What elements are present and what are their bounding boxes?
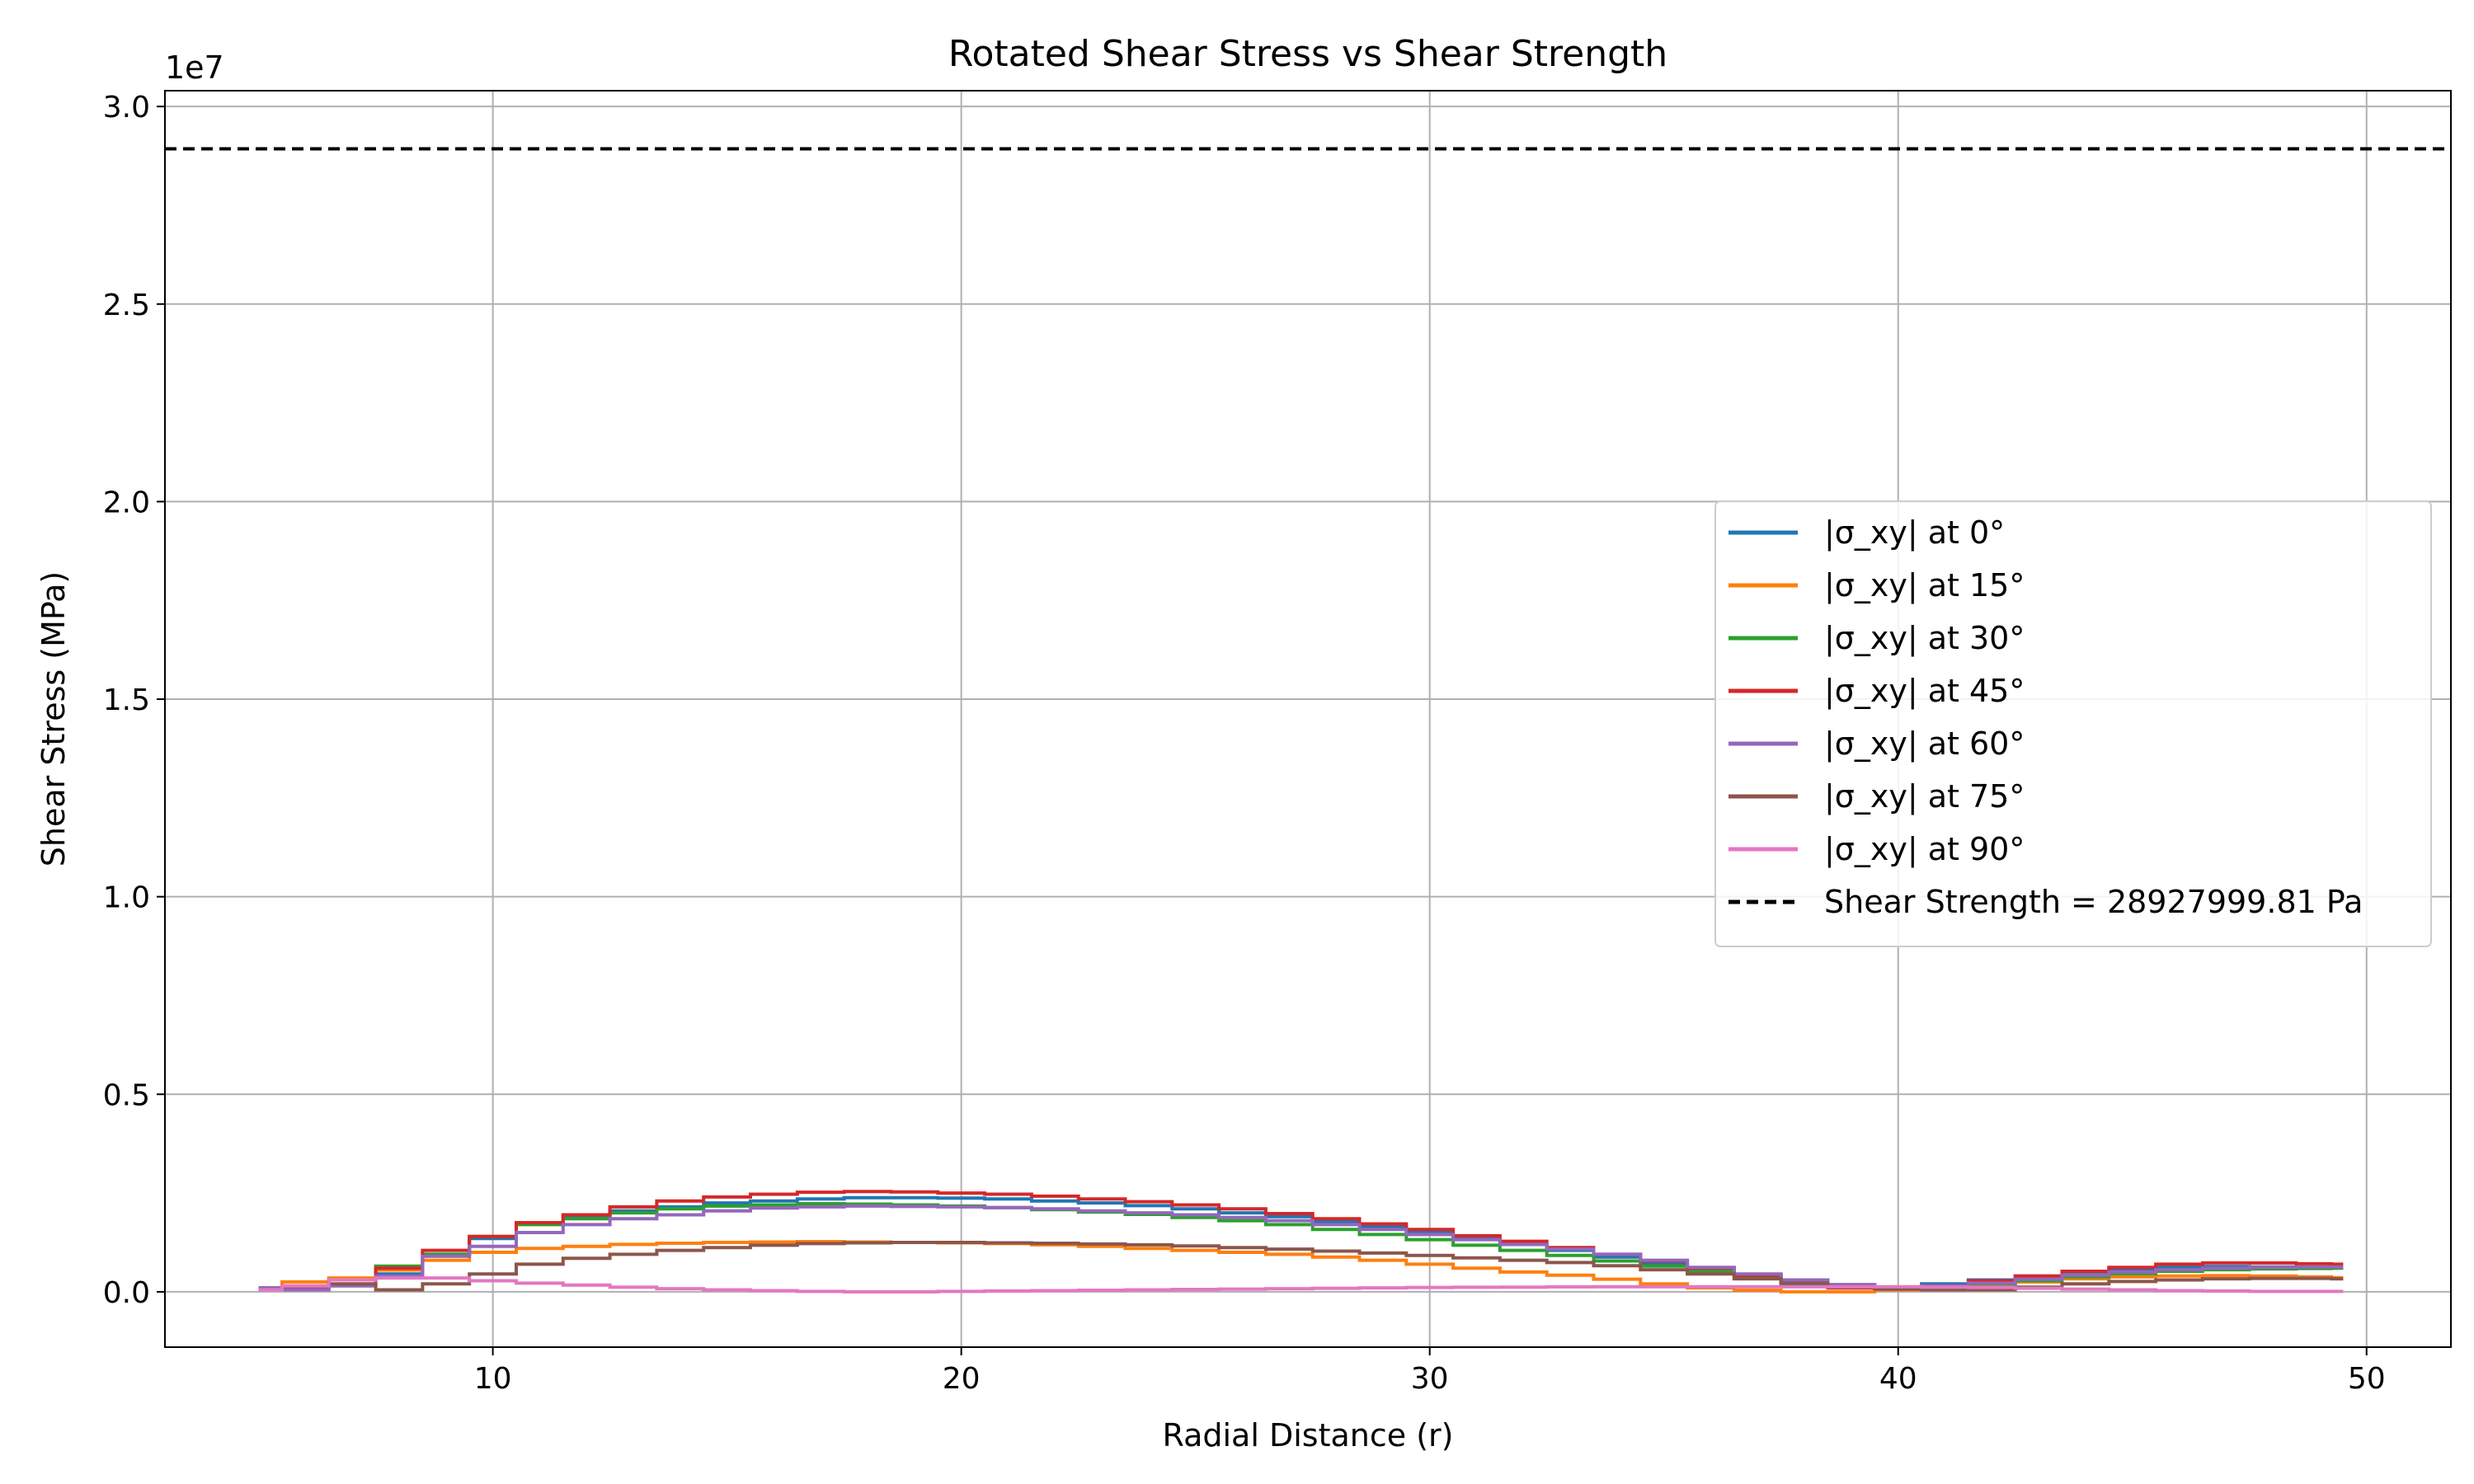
legend-label: |σ_xy| at 15° [1824,567,2025,604]
x-axis-label: Radial Distance (r) [1163,1417,1454,1453]
legend-label: |σ_xy| at 30° [1824,620,2025,657]
y-offset-label: 1e7 [165,49,224,86]
legend-label: |σ_xy| at 45° [1824,673,2025,710]
x-tick-label: 30 [1411,1362,1449,1396]
series-line-3 [258,1190,2344,1291]
y-tick-label: 1.5 [103,683,150,717]
legend-label: Shear Strength = 28927999.81 Pa [1824,884,2363,920]
legend: |σ_xy| at 0° |σ_xy| at 15° |σ_xy| at 30° |σ… [1714,500,2432,947]
y-axis-label: Shear Stress (MPa) [35,571,72,866]
x-tick-label: 40 [1879,1362,1917,1396]
legend-label: |σ_xy| at 90° [1824,831,2025,868]
series-lines [165,147,2451,1294]
plot-frame [164,90,2452,1348]
y-tick-label: 0.0 [103,1276,150,1310]
legend-box [1714,500,2432,947]
chart-title: Rotated Shear Stress vs Shear Strength [948,33,1667,75]
series-line-4 [258,1204,2344,1292]
y-tick-label: 3.0 [103,91,150,124]
y-tick-label: 0.5 [103,1078,150,1112]
y-tick-label: 1.0 [103,881,150,915]
x-tick-label: 20 [943,1362,981,1396]
y-axis-ticks: 0.0 0.5 1.0 1.5 2.0 2.5 3.0 [103,91,165,1310]
y-tick-label: 2.5 [103,289,150,322]
legend-label: |σ_xy| at 60° [1824,726,2025,763]
x-tick-label: 50 [2348,1362,2386,1396]
x-axis-ticks: 10 20 30 40 50 [474,1347,2386,1396]
series-line-6 [258,1276,2344,1294]
x-tick-label: 10 [474,1362,512,1396]
legend-label: |σ_xy| at 0° [1824,514,2005,552]
legend-label: |σ_xy| at 75° [1824,778,2025,815]
y-tick-label: 2.0 [103,486,150,519]
